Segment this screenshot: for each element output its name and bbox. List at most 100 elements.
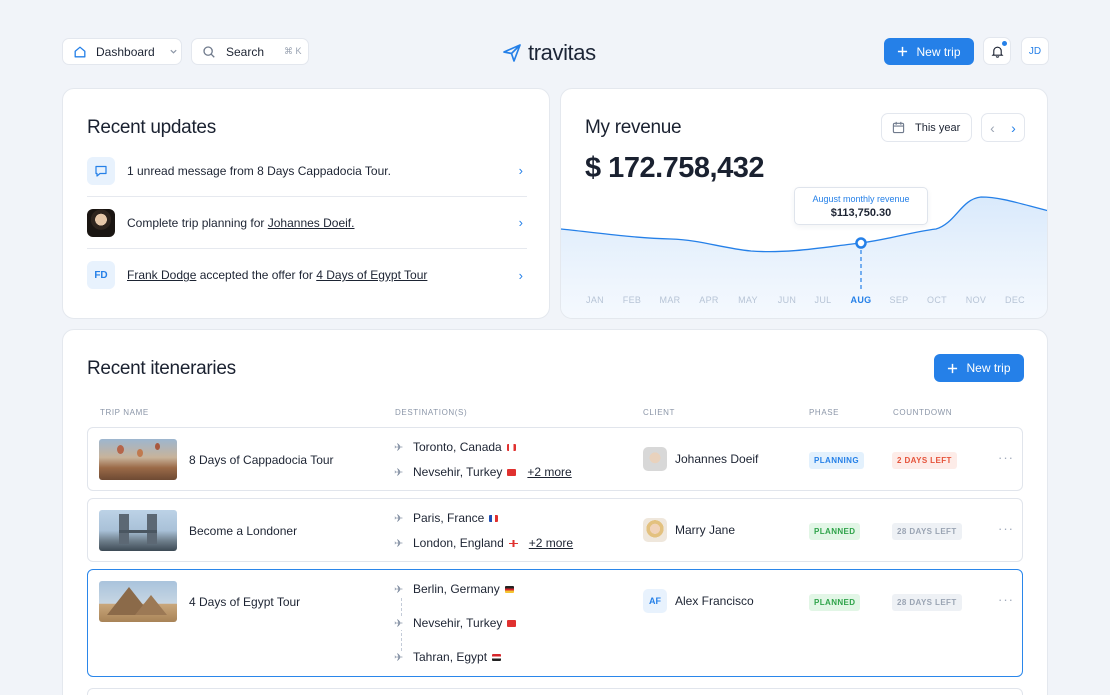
revenue-tooltip: August monthly revenue $113,750.30	[794, 187, 928, 225]
update-item-offer[interactable]: FD Frank Dodge accepted the offer for 4 …	[87, 249, 527, 301]
search-label: Search	[226, 44, 265, 59]
update-link-johannes[interactable]: Johannes Doeif.	[267, 215, 355, 230]
month-label: DEC	[1005, 295, 1025, 305]
logo-text: travitas	[528, 40, 596, 65]
revenue-amount: $ 172.758,432	[585, 152, 764, 184]
itineraries-card: Recent iteneraries New trip TRIP NAME DE…	[62, 329, 1048, 695]
countdown-badge: 28 DAYS LEFT	[892, 594, 962, 611]
trip-name: 8 Days of Cappadocia Tour	[189, 453, 334, 467]
countdown-badge: 28 DAYS LEFT	[892, 523, 962, 540]
user-avatar[interactable]: JD	[1021, 37, 1049, 65]
table-row-partial[interactable]	[87, 688, 1023, 695]
month-label: JAN	[586, 295, 604, 305]
month-label: MAY	[738, 295, 758, 305]
period-label: This year	[915, 121, 961, 134]
client-photo	[643, 447, 667, 471]
flag-france-icon	[489, 514, 499, 522]
flag-canada-icon	[506, 443, 516, 451]
more-options-icon[interactable]: ···	[998, 450, 1014, 465]
bell-icon	[991, 46, 1003, 58]
prev-icon[interactable]: ‹	[990, 119, 995, 136]
flag-germany-icon	[504, 585, 514, 593]
revenue-title: My revenue	[585, 117, 682, 138]
person-photo	[87, 208, 115, 237]
flag-turkey-icon	[507, 468, 517, 476]
month-label: JUL	[814, 295, 832, 305]
takeoff-icon: ✈	[394, 582, 408, 596]
more-options-icon[interactable]: ···	[998, 521, 1014, 536]
more-destinations-link[interactable]: +2 more	[527, 465, 572, 479]
countdown-badge: 2 DAYS LEFT	[892, 452, 957, 469]
destination: ✈ Berlin, Germany	[394, 582, 514, 596]
itineraries-title: Recent iteneraries	[87, 358, 236, 379]
plus-icon	[898, 46, 908, 57]
avatar-initials: JD	[1028, 45, 1042, 57]
logo: travitas	[502, 40, 596, 66]
tooltip-title: August monthly revenue	[812, 194, 910, 204]
update-item-planning[interactable]: Complete trip planning for Johannes Doei…	[87, 197, 527, 249]
client: Johannes Doeif	[643, 447, 758, 471]
month-label: APR	[699, 295, 719, 305]
chevron-down-icon	[170, 49, 177, 54]
chevron-right-icon: ›	[518, 267, 523, 283]
update-link-frank[interactable]: Frank Dodge	[127, 268, 197, 282]
table-row[interactable]: Become a Londoner ✈ Paris, France ✈ London…	[87, 498, 1023, 562]
client: Marry Jane	[643, 518, 735, 542]
landing-icon: ✈	[394, 537, 404, 550]
update-text-2-prefix: Complete trip planning for	[127, 215, 268, 230]
table-row-selected[interactable]: 4 Days of Egypt Tour ✈ Berlin, Germany ✈ N…	[87, 569, 1023, 677]
month-label: SEP	[889, 295, 909, 305]
period-nav: ‹ ›	[981, 113, 1025, 142]
new-trip-button-top[interactable]: New trip	[884, 38, 974, 65]
takeoff-icon: ✈	[394, 441, 404, 454]
search-box[interactable]: Search ⌘ K	[191, 38, 309, 65]
next-icon[interactable]: ›	[1011, 119, 1016, 136]
revenue-area	[561, 197, 1047, 318]
client: AF Alex Francisco	[643, 589, 754, 613]
revenue-line	[561, 196, 1047, 253]
month-label: MAR	[659, 295, 681, 305]
paper-plane-icon	[503, 44, 521, 62]
trip-name: 4 Days of Egypt Tour	[189, 595, 301, 609]
flag-turkey-icon	[507, 619, 517, 627]
dashboard-label: Dashboard	[96, 44, 155, 59]
update-link-egypt[interactable]: 4 Days of Egypt Tour	[316, 268, 428, 282]
status-badge: PLANNED	[809, 594, 861, 611]
month-label-active: AUG	[850, 295, 872, 305]
new-trip-label-top: New trip	[916, 44, 961, 59]
status-badge: PLANNING	[809, 452, 864, 469]
recent-updates-card: Recent updates 1 unread message from 8 D…	[62, 88, 550, 319]
update-item-message[interactable]: 1 unread message from 8 Days Cappadocia …	[87, 145, 527, 197]
col-client: CLIENT	[643, 408, 676, 417]
destination: ✈ Nevsehir, Turkey +2 more	[394, 465, 572, 479]
tooltip-value: $113,750.30	[830, 207, 892, 219]
revenue-chart	[561, 196, 1047, 318]
home-icon	[74, 46, 86, 57]
col-destinations: DESTINATION(S)	[395, 408, 468, 417]
revenue-card: My revenue This year ‹ › $ 172.758,432 A…	[560, 88, 1048, 319]
col-phase: PHASE	[809, 408, 840, 417]
trip-thumbnail-egypt	[99, 581, 177, 622]
client-initials-avatar: AF	[643, 589, 667, 613]
period-select[interactable]: This year	[881, 113, 972, 142]
table-row[interactable]: 8 Days of Cappadocia Tour ✈ Toronto, Cana…	[87, 427, 1023, 491]
search-icon	[203, 45, 215, 58]
status-badge: PLANNED	[809, 523, 861, 540]
col-countdown: COUNTDOWN	[893, 408, 953, 417]
takeoff-icon: ✈	[394, 512, 404, 525]
month-label: NOV	[965, 295, 987, 305]
new-trip-label: New trip	[966, 361, 1011, 375]
dashboard-dropdown[interactable]: Dashboard	[62, 38, 182, 65]
plus-icon	[948, 363, 958, 373]
initials-avatar-fd: FD	[87, 261, 115, 289]
more-destinations-link[interactable]: +2 more	[528, 536, 574, 550]
destination: ✈ Tahran, Egypt	[394, 650, 502, 664]
chat-icon	[87, 156, 115, 185]
trip-thumbnail-london	[99, 510, 177, 551]
recent-updates-title: Recent updates	[87, 117, 216, 138]
more-options-icon[interactable]: ···	[998, 592, 1014, 607]
chevron-right-icon: ›	[518, 163, 523, 178]
col-trip-name: TRIP NAME	[100, 408, 149, 417]
notifications-button[interactable]	[983, 37, 1011, 65]
new-trip-button[interactable]: New trip	[934, 354, 1024, 382]
